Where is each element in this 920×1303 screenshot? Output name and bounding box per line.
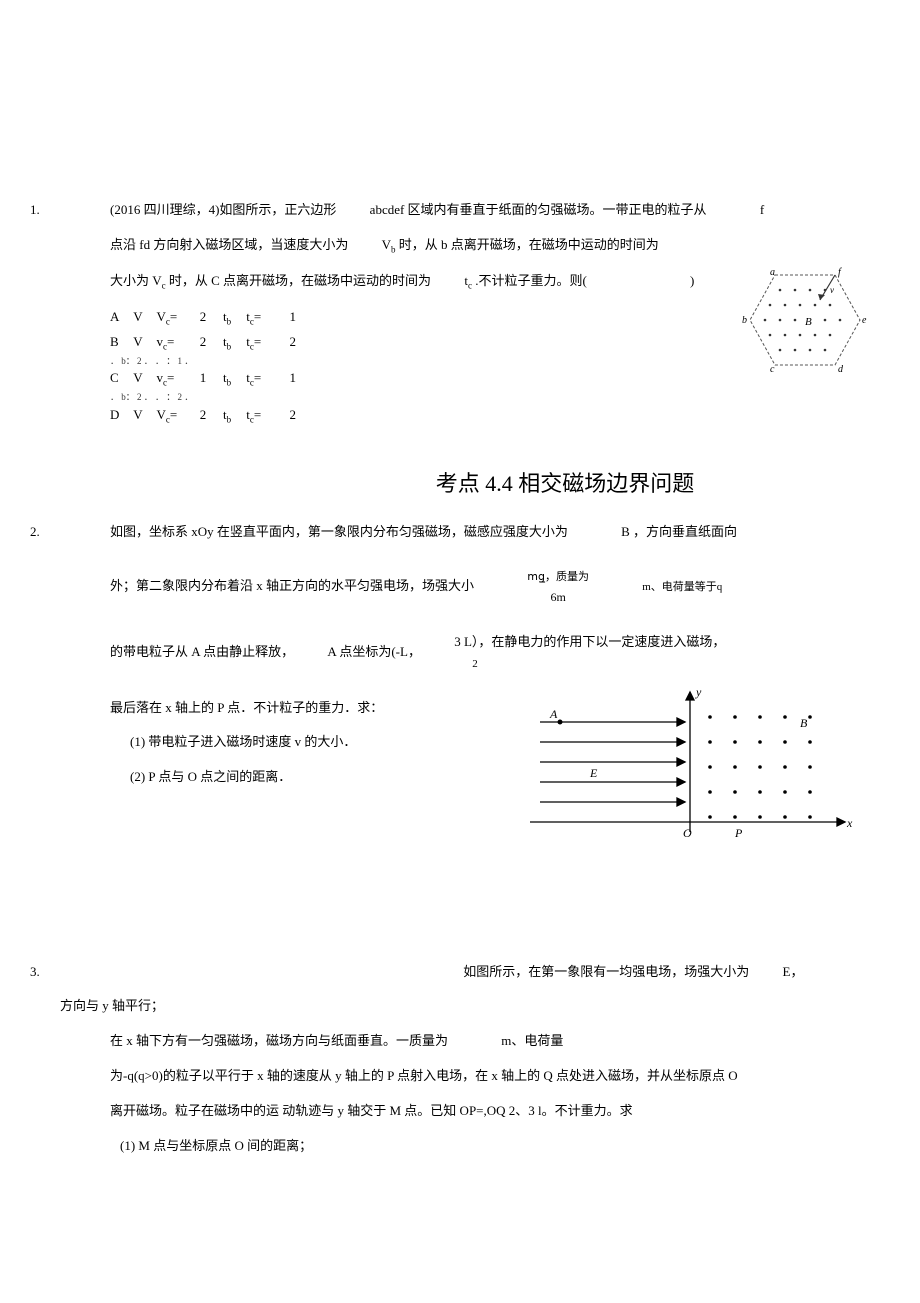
opt-a-c2: Vc= xyxy=(157,307,197,329)
opt-a-c3: 2 xyxy=(200,307,220,328)
p1-l1b: abcdef 区域内有垂直于纸面的匀强磁场。一带正电的粒子从 xyxy=(370,202,707,217)
opt-d-c4: tb xyxy=(223,405,243,427)
opt-c-c1: V xyxy=(133,368,153,389)
p3-line0: 如图所示，在第一象限有一均强电场，场强大小为 E， xyxy=(110,962,880,983)
p3-l0c: 方向与 y 轴平行； xyxy=(60,996,880,1017)
opt-b-c1: V xyxy=(133,332,153,353)
fig-label-A: A xyxy=(549,707,558,721)
opt-a-letter: A xyxy=(110,307,130,328)
p2-l2g: 3 L），在静电力的作用下以一定速度进入磁场， xyxy=(454,634,725,649)
p1-l3a-sub: c xyxy=(162,280,166,290)
section-heading: 考点 4.4 相交磁场边界问题 xyxy=(250,466,880,501)
hex-label-d: d xyxy=(838,364,844,375)
opt-c-letter: C xyxy=(110,368,130,389)
opt-c-c4: tb xyxy=(223,368,243,390)
p3-l0b: E， xyxy=(783,964,804,979)
p1-l1c: f xyxy=(760,202,764,217)
coordinate-figure: A B E O P x y xyxy=(520,682,860,852)
opt-a-c1: V xyxy=(133,307,153,328)
p1-l2a: 点沿 fd 方向射入磁场区域，当速度大小为 xyxy=(110,237,348,252)
p1-l2b: V xyxy=(382,237,391,252)
p1-l3c-sub: c xyxy=(468,280,472,290)
problem-1-number: 1. xyxy=(30,200,40,221)
problem-3-body: 如图所示，在第一象限有一均强电场，场强大小为 E， 方向与 y 轴平行； 在 x… xyxy=(30,962,880,1157)
p3-line3: 离开磁场。粒子在磁场中的运 动轨迹与 y 轴交于 M 点。已知 OP=,OQ 2… xyxy=(110,1101,880,1122)
p1-l1a: (2016 四川理综，4)如图所示，正六边形 xyxy=(110,202,336,217)
p1-l2c: 时，从 b 点离开磁场，在磁场中运动的时间为 xyxy=(399,237,659,252)
hexagon-figure: a f b e c d B v xyxy=(740,260,870,380)
p3-l0a: 如图所示，在第一象限有一均强电场，场强大小为 xyxy=(463,964,749,979)
p3-line2: 为-q(q>0)的粒子以平行于 x 轴的速度从 y 轴上的 P 点射入电场，在 … xyxy=(110,1066,880,1087)
opt-c-c6: 1 xyxy=(290,368,310,389)
fig-label-P: P xyxy=(734,826,743,840)
p2-line2b: 的带电粒子从 A 点由静止释放， A 点坐标为(-L， 3 L），在静电力的作用… xyxy=(110,632,880,674)
opt-b-c3: 2 xyxy=(200,332,220,353)
p1-line2: 点沿 fd 方向射入磁场区域，当速度大小为 Vb 时，从 b 点离开磁场，在磁场… xyxy=(110,235,880,257)
opt-b-letter: B xyxy=(110,332,130,353)
p2-l2d: m、电荷量等于q xyxy=(642,581,722,593)
fig-label-y: y xyxy=(695,685,702,699)
p2-l2g2: 2 xyxy=(472,658,478,670)
p3-l1: 在 x 轴下方有一匀强磁场，磁场方向与纸面垂直。一质量为 xyxy=(110,1033,448,1048)
fig-label-B: B xyxy=(800,716,808,730)
p2-l2b: 𝗆𝗀̲，质量为 xyxy=(527,571,589,583)
p2-line1: 如图，坐标系 xOy 在竖直平面内，第一象限内分布匀强磁场，磁感应强度大小为 B… xyxy=(110,522,880,543)
p2-l1b: B ，方向垂直纸面向 xyxy=(621,524,737,539)
p1-l3d: .不计粒子重力。则( xyxy=(475,273,587,288)
p2-l2e: 的带电粒子从 A 点由静止释放， xyxy=(110,644,294,659)
p1-dots2: ． b： 2 ． ． ： 2 ． xyxy=(110,390,880,404)
p3-line1: 在 x 轴下方有一匀强磁场，磁场方向与纸面垂直。一质量为 m、电荷量 xyxy=(110,1031,880,1052)
hex-label-a: a xyxy=(770,267,775,278)
opt-c-c2: vc= xyxy=(157,368,197,390)
problem-2-number: 2. xyxy=(30,522,40,543)
problem-3-number: 3. xyxy=(30,962,40,983)
hex-label-f: f xyxy=(838,267,842,278)
fig-label-O: O xyxy=(683,826,692,840)
p2-l2c: 6m xyxy=(550,590,565,604)
opt-d-c3: 2 xyxy=(200,405,220,426)
hex-label-c: c xyxy=(770,364,775,375)
p2-line2: 外；第二象限内分布着沿 x 轴正方向的水平匀强电场，场强大小 𝗆𝗀̲，质量为 6… xyxy=(110,566,880,608)
opt-a-c6: 1 xyxy=(290,307,310,328)
problem-3: 3. 如图所示，在第一象限有一均强电场，场强大小为 E， 方向与 y 轴平行； … xyxy=(30,962,880,1157)
p1-line1: (2016 四川理综，4)如图所示，正六边形 abcdef 区域内有垂直于纸面的… xyxy=(110,200,880,221)
opt-a-c4: tb xyxy=(223,307,243,329)
hex-label-b: b xyxy=(742,315,747,326)
opt-b-c5: tc= xyxy=(246,332,286,354)
p3-l1b: m、电荷量 xyxy=(501,1033,563,1048)
opt-d-letter: D xyxy=(110,405,130,426)
problem-1: 1. (2016 四川理综，4)如图所示，正六边形 abcdef 区域内有垂直于… xyxy=(30,200,880,426)
opt-d-c6: 2 xyxy=(290,405,310,426)
opt-b-c6: 2 xyxy=(290,332,310,353)
p1-l2b-sub: b xyxy=(391,244,396,254)
problem-2: 2. 如图，坐标系 xOy 在竖直平面内，第一象限内分布匀强磁场，磁感应强度大小… xyxy=(30,522,880,842)
p1-l3b: 时，从 C 点离开磁场，在磁场中运动的时间为 xyxy=(169,273,431,288)
p2-l1a: 如图，坐标系 xOy 在竖直平面内，第一象限内分布匀强磁场，磁感应强度大小为 xyxy=(110,524,568,539)
p1-l3a: 大小为 V xyxy=(110,273,162,288)
fig-label-x: x xyxy=(846,816,853,830)
hex-label-e: e xyxy=(862,315,867,326)
hex-label-B: B xyxy=(805,316,812,328)
p3-q1: (1) M 点与坐标原点 O 间的距离； xyxy=(120,1136,880,1157)
opt-b-c2: vc= xyxy=(157,332,197,354)
p1-l3e: ) xyxy=(690,273,694,288)
p1-option-d: D V Vc= 2 tb tc= 2 xyxy=(110,405,880,427)
p2-l2f: A 点坐标为(-L， xyxy=(327,644,421,659)
opt-d-c5: tc= xyxy=(246,405,286,427)
opt-a-c5: tc= xyxy=(246,307,286,329)
hex-label-v: v xyxy=(830,285,834,295)
opt-d-c1: V xyxy=(133,405,153,426)
hex-dots xyxy=(764,289,842,352)
opt-d-c2: Vc= xyxy=(157,405,197,427)
opt-c-c3: 1 xyxy=(200,368,220,389)
opt-b-c4: tb xyxy=(223,332,243,354)
fig-label-E: E xyxy=(589,766,598,780)
p2-l2a: 外；第二象限内分布着沿 x 轴正方向的水平匀强电场，场强大小 xyxy=(110,578,474,593)
opt-c-c5: tc= xyxy=(246,368,286,390)
